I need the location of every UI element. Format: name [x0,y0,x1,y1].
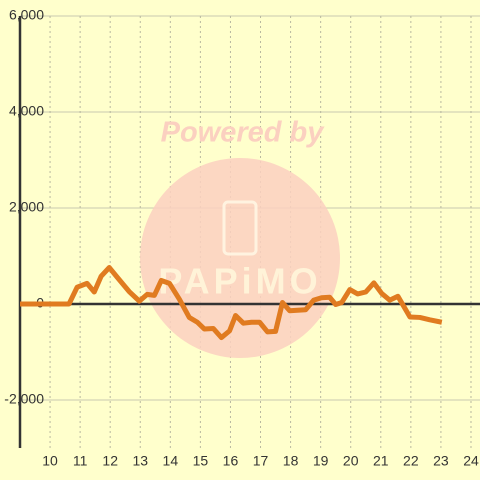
x-tick-label: 16 [223,453,239,469]
x-tick-label: 13 [132,453,148,469]
x-tick-label: 20 [343,453,359,469]
x-tick-label: 22 [403,453,419,469]
watermark-icon [222,200,258,256]
x-tick-label: 19 [313,453,329,469]
x-tick-label: 12 [102,453,118,469]
watermark-brand: PAPiMO [158,261,321,302]
data-line [20,265,443,341]
x-tick-label: 24 [463,453,479,469]
x-tick-label: 11 [73,453,88,469]
watermark-circle [140,158,340,358]
y-tick-label: 4,000 [9,103,44,119]
x-tick-label: 10 [42,453,58,469]
x-tick-label: 23 [433,453,449,469]
watermark-title: Powered by [161,117,326,149]
x-tick-label: 18 [283,453,299,469]
y-tick-label: 6,000 [9,7,44,23]
y-tick-label: 2,000 [9,199,44,215]
x-tick-label: 21 [373,453,389,469]
x-tick-label: 14 [163,453,179,469]
x-tick-label: 15 [193,453,209,469]
y-tick-label: -2,000 [4,391,44,407]
x-tick-label: 17 [253,453,269,469]
